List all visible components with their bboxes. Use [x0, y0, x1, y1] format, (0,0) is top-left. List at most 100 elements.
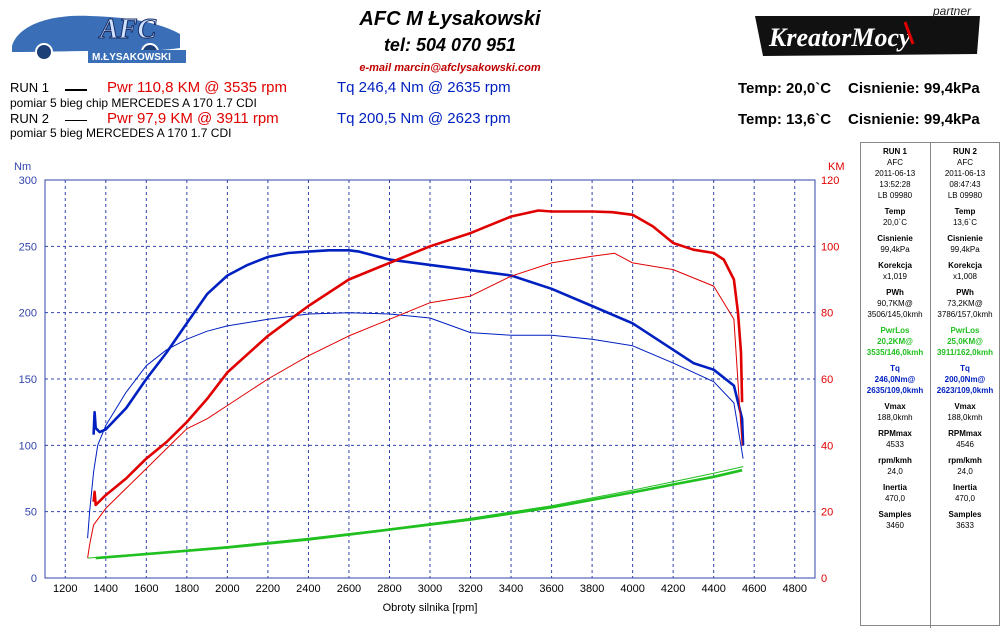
y-left-tick-label: 200	[19, 308, 37, 320]
y-left-tick-label: 50	[25, 507, 37, 519]
email: e-mail marcin@afclysakowski.com	[359, 62, 541, 74]
run1-pressure: Cisnienie: 99,4kPa	[848, 80, 980, 97]
series-line-tq-run-1	[92, 249, 745, 446]
stat-vmax-l: Vmax	[954, 402, 976, 411]
stat-temp-l: Temp	[884, 207, 906, 216]
stat-run: RUN 1	[882, 147, 907, 156]
stat-rpm-l: RPMmax	[878, 429, 912, 438]
y-right-tick-label: 80	[821, 308, 833, 320]
run2-desc: pomiar 5 bieg MERCEDES A 170 1.7 CDI	[10, 126, 232, 140]
y-left-tick-label: 150	[19, 374, 37, 386]
x-tick-label: 3000	[418, 583, 442, 595]
x-tick-label: 4000	[620, 583, 644, 595]
afc-logo: AFC M.ŁYSAKOWSKI	[12, 14, 186, 63]
y-left-tick-label: 0	[31, 573, 37, 585]
stat-in: 470,0	[884, 494, 906, 503]
phone: tel: 504 070 951	[383, 35, 517, 55]
series-group	[87, 209, 745, 560]
series-line-pwr-run-1	[92, 209, 744, 507]
y-right-tick-label: 40	[821, 440, 833, 452]
stat-los2: 3911/162,0kmh	[936, 348, 994, 357]
stat-tq-l: Tq	[960, 364, 970, 373]
run1-label: RUN 1	[10, 80, 50, 95]
stat-pwh2: 3506/145,0kmh	[867, 310, 923, 319]
stat-sm: 3633	[956, 521, 974, 530]
x-tick-label: 3600	[539, 583, 563, 595]
x-tick-label: 4800	[782, 583, 806, 595]
stat-kor: x1,019	[882, 272, 908, 281]
run1-power: Pwr 110,8 KM @ 3535 rpm	[107, 79, 288, 96]
stat-shop: AFC	[957, 158, 973, 167]
stat-tq: 246,0Nm@	[874, 375, 916, 384]
stat-in: 470,0	[954, 494, 976, 503]
y-right-tick-label: 100	[821, 241, 839, 253]
y-left-tick-label: 250	[19, 241, 37, 253]
run2-label: RUN 2	[10, 111, 50, 126]
x-tick-label: 3800	[580, 583, 604, 595]
stat-sm-l: Samples	[948, 510, 982, 519]
run2-stats-column: RUN 2 AFC 2011-06-13 08:47:43 LB 09980 Temp 13…	[930, 143, 999, 628]
x-tick-label: 1400	[94, 583, 118, 595]
x-tick-label: 2000	[215, 583, 239, 595]
series-line-tq-run-2	[87, 312, 744, 539]
run-stats-panel: RUN 1 AFC 2011-06-13 13:52:28 LB 09980 Temp 20…	[860, 142, 1000, 628]
stat-lb: LB 09980	[947, 191, 983, 200]
stat-los-l: PwrLos	[880, 326, 910, 335]
run1-torque: Tq 246,4 Nm @ 2635 rpm	[337, 79, 511, 96]
y-right-tick-label: 0	[821, 573, 827, 585]
stat-rk: 24,0	[957, 467, 973, 476]
x-axis-label: Obroty silnika [rpm]	[383, 602, 478, 614]
run2-power: Pwr 97,9 KM @ 3911 rpm	[107, 110, 279, 127]
stat-vmax: 188,0kmh	[947, 413, 983, 422]
stat-vmax-l: Vmax	[884, 402, 906, 411]
x-tick-label: 3200	[458, 583, 482, 595]
run1-stats-column: RUN 1 AFC 2011-06-13 13:52:28 LB 09980 Temp 20…	[861, 143, 929, 531]
run2-pressure: Cisnienie: 99,4kPa	[848, 111, 980, 128]
stat-kor-l: Korekcja	[878, 261, 912, 270]
dyno-chart: 1200 1400 1600 1800 2000 2200 2400 2600 2800 3000…	[14, 161, 845, 614]
stat-rpm: 4546	[956, 440, 974, 449]
stat-tq-l: Tq	[890, 364, 900, 373]
stat-los2: 3535/146,0kmh	[866, 348, 924, 357]
stat-cis-l: Cisnienie	[947, 234, 983, 243]
stat-kor: x1,008	[952, 272, 978, 281]
series-line-loss-run-2	[87, 466, 744, 559]
y-left-label: Nm	[14, 161, 31, 173]
run2-torque: Tq 200,5 Nm @ 2623 rpm	[337, 110, 511, 127]
x-tick-label: 3400	[499, 583, 523, 595]
stat-tq2: 2635/109,0kmh	[866, 386, 924, 395]
y-left-tick-label: 300	[19, 175, 37, 187]
stat-cis-l: Cisnienie	[877, 234, 913, 243]
y-right-tick-label: 20	[821, 507, 833, 519]
kreator-logo-sub: partner	[932, 8, 972, 18]
stat-pwh-l: PWh	[956, 288, 974, 297]
series-line-loss-run-1	[95, 468, 743, 560]
grid	[45, 179, 815, 579]
stat-vmax: 188,0kmh	[877, 413, 913, 422]
x-tick-label: 1600	[134, 583, 158, 595]
run2-line-swatch	[65, 120, 87, 121]
stat-cis: 99,4kPa	[880, 245, 910, 254]
kreator-mocy-logo: KreatorMocy partner	[755, 8, 980, 56]
stat-kor-l: Korekcja	[948, 261, 982, 270]
stat-temp: 13,6`C	[952, 218, 977, 227]
header-block: AFC M Łysakowski tel: 504 070 951 e-mail…	[300, 8, 600, 74]
company-name: AFC M Łysakowski	[359, 8, 541, 30]
stat-rpm: 4533	[886, 440, 904, 449]
stat-shop: AFC	[887, 158, 903, 167]
series-line-pwr-run-2	[87, 252, 743, 559]
afc-logo-sub: M.ŁYSAKOWSKI	[92, 52, 171, 63]
stat-lb: LB 09980	[877, 191, 913, 200]
x-tick-label: 2400	[296, 583, 320, 595]
kreator-logo-text: KreatorMocy	[768, 23, 911, 52]
y-left-tick-label: 100	[19, 440, 37, 452]
stat-date: 2011-06-13	[874, 169, 916, 178]
x-tick-label: 2800	[377, 583, 401, 595]
stat-tq2: 2623/109,0kmh	[936, 386, 994, 395]
run2-temp: Temp: 13,6`C	[738, 111, 832, 128]
x-tick-label: 4200	[661, 583, 685, 595]
x-tick-label: 4400	[701, 583, 725, 595]
stat-pwh2: 3786/157,0kmh	[937, 310, 993, 319]
afc-logo-text: AFC	[98, 14, 156, 45]
stat-in-l: Inertia	[882, 483, 907, 492]
